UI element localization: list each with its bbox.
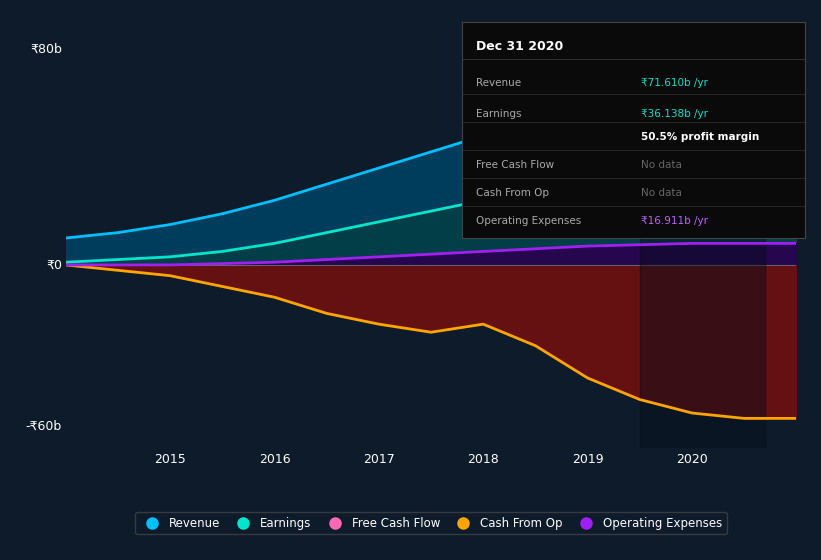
Text: 50.5% profit margin: 50.5% profit margin	[640, 132, 759, 142]
Text: -₹60b: -₹60b	[25, 420, 62, 433]
Text: Dec 31 2020: Dec 31 2020	[476, 40, 563, 53]
Text: Cash From Op: Cash From Op	[476, 188, 549, 198]
Text: Earnings: Earnings	[476, 109, 521, 119]
Text: No data: No data	[640, 188, 681, 198]
Text: ₹71.610b /yr: ₹71.610b /yr	[640, 78, 708, 88]
Text: ₹16.911b /yr: ₹16.911b /yr	[640, 217, 708, 226]
Legend: Revenue, Earnings, Free Cash Flow, Cash From Op, Operating Expenses: Revenue, Earnings, Free Cash Flow, Cash …	[135, 512, 727, 534]
Text: ₹0: ₹0	[46, 258, 62, 272]
Text: ₹36.138b /yr: ₹36.138b /yr	[640, 109, 708, 119]
Text: ₹80b: ₹80b	[30, 43, 62, 56]
Text: Free Cash Flow: Free Cash Flow	[476, 160, 554, 170]
Text: Revenue: Revenue	[476, 78, 521, 88]
Text: No data: No data	[640, 160, 681, 170]
Bar	[640, 28, 765, 448]
Text: Operating Expenses: Operating Expenses	[476, 217, 581, 226]
